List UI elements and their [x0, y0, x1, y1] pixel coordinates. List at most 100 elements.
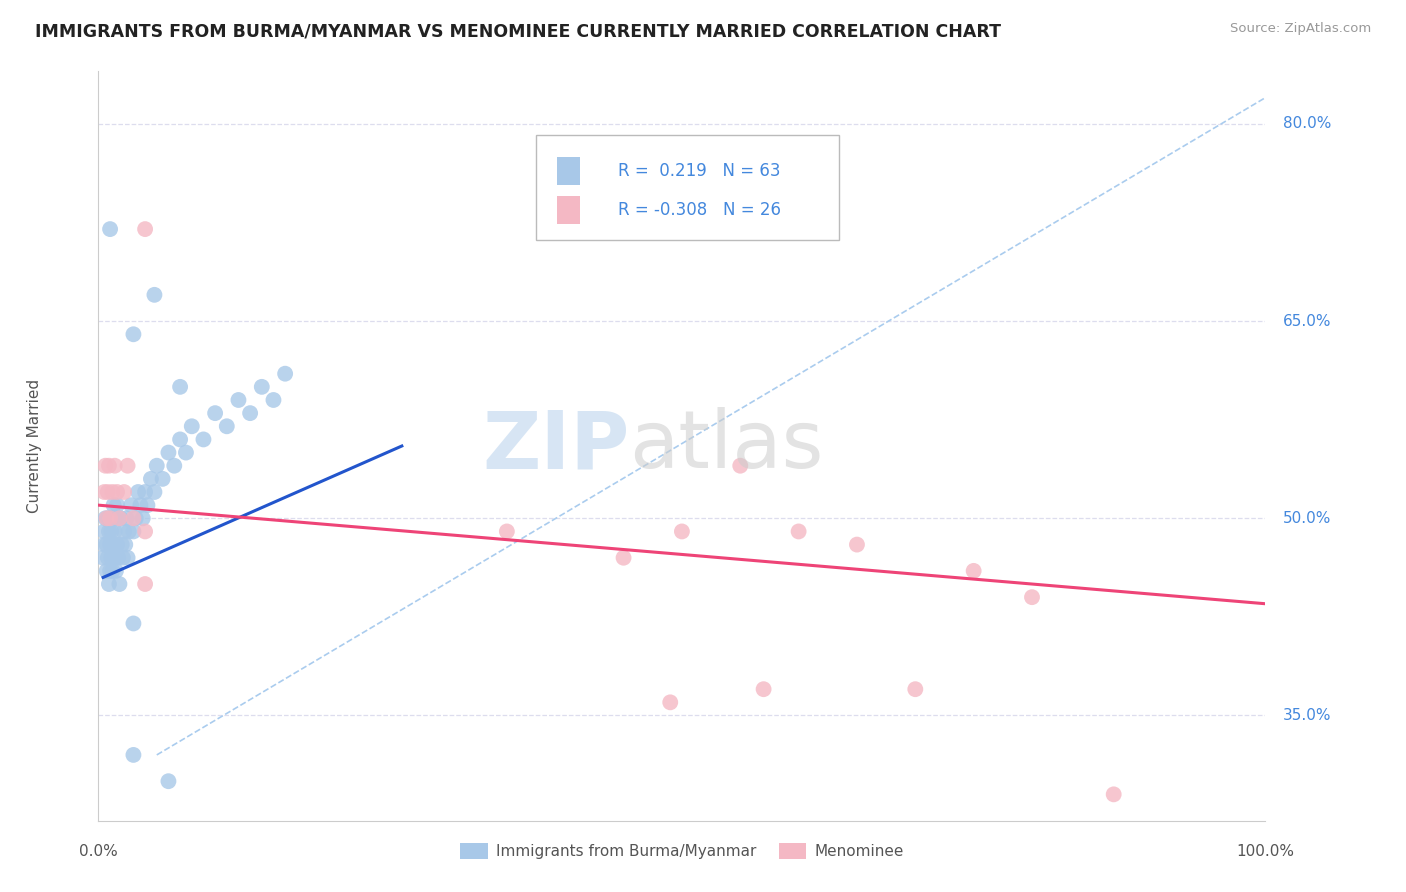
Point	[136, 498, 159, 512]
Point	[1102, 788, 1125, 802]
Point	[496, 524, 519, 539]
Point	[139, 472, 162, 486]
Text: R =  0.219   N = 63: R = 0.219 N = 63	[617, 162, 780, 180]
Point	[98, 222, 121, 236]
Point	[98, 511, 121, 525]
Point	[143, 288, 166, 302]
Point	[671, 524, 693, 539]
Point	[104, 524, 127, 539]
Point	[274, 367, 297, 381]
Point	[91, 550, 114, 565]
Point	[659, 695, 682, 709]
Point	[169, 433, 191, 447]
Point	[101, 511, 124, 525]
Point	[93, 538, 115, 552]
Point	[193, 433, 215, 447]
Point	[122, 747, 145, 762]
Point	[108, 577, 131, 591]
Point	[93, 485, 115, 500]
Point	[98, 538, 121, 552]
Point	[122, 511, 145, 525]
FancyBboxPatch shape	[536, 135, 839, 240]
Text: R = -0.308   N = 26: R = -0.308 N = 26	[617, 201, 780, 219]
Point	[157, 774, 180, 789]
Point	[239, 406, 262, 420]
Point	[132, 511, 155, 525]
Point	[180, 419, 202, 434]
Point	[117, 550, 139, 565]
Point	[104, 550, 127, 565]
Point	[105, 538, 128, 552]
Point	[103, 538, 125, 552]
Point	[134, 524, 156, 539]
Point	[115, 511, 138, 525]
Point	[904, 682, 927, 697]
Point	[163, 458, 186, 473]
Point	[98, 511, 121, 525]
Point	[122, 616, 145, 631]
Point	[846, 538, 869, 552]
Point	[122, 327, 145, 342]
Point	[105, 485, 128, 500]
Point	[104, 564, 127, 578]
Point	[110, 511, 132, 525]
Point	[127, 485, 149, 500]
Point	[730, 458, 752, 473]
Point	[107, 550, 129, 565]
Point	[94, 458, 117, 473]
Text: 65.0%: 65.0%	[1282, 314, 1331, 328]
Point	[262, 392, 284, 407]
Point	[105, 498, 128, 512]
Point	[104, 511, 127, 525]
Text: 50.0%: 50.0%	[1282, 511, 1331, 525]
Point	[204, 406, 226, 420]
Point	[752, 682, 775, 697]
Point	[152, 472, 174, 486]
Legend: Immigrants from Burma/Myanmar, Menominee: Immigrants from Burma/Myanmar, Menominee	[454, 838, 910, 865]
Point	[97, 577, 120, 591]
Point	[134, 485, 156, 500]
Point	[111, 550, 134, 565]
Point	[169, 380, 191, 394]
Text: Currently Married: Currently Married	[27, 379, 42, 513]
Point	[101, 564, 124, 578]
Point	[108, 511, 131, 525]
Point	[103, 498, 125, 512]
Point	[96, 511, 118, 525]
Point	[98, 564, 121, 578]
Point	[120, 498, 142, 512]
Point	[174, 445, 197, 459]
Text: 35.0%: 35.0%	[1282, 708, 1331, 723]
Text: IMMIGRANTS FROM BURMA/MYANMAR VS MENOMINEE CURRENTLY MARRIED CORRELATION CHART: IMMIGRANTS FROM BURMA/MYANMAR VS MENOMIN…	[35, 22, 1001, 40]
Point	[143, 485, 166, 500]
Point	[129, 498, 152, 512]
Point	[215, 419, 238, 434]
Point	[101, 485, 124, 500]
Point	[250, 380, 273, 394]
Text: Source: ZipAtlas.com: Source: ZipAtlas.com	[1230, 22, 1371, 36]
Point	[97, 550, 120, 565]
Point	[1021, 590, 1043, 604]
Point	[100, 550, 122, 565]
Point	[962, 564, 984, 578]
Point	[112, 524, 135, 539]
Point	[96, 564, 118, 578]
Point	[134, 577, 156, 591]
Point	[787, 524, 810, 539]
Point	[117, 458, 139, 473]
Text: 100.0%: 100.0%	[1236, 845, 1295, 859]
Point	[97, 485, 120, 500]
Point	[125, 511, 148, 525]
Point	[97, 511, 120, 525]
Point	[157, 445, 180, 459]
Text: 80.0%: 80.0%	[1282, 117, 1331, 131]
Point	[112, 485, 135, 500]
Text: ZIP: ZIP	[482, 407, 630, 485]
Point	[122, 524, 145, 539]
Point	[96, 538, 118, 552]
Point	[97, 524, 120, 539]
Point	[146, 458, 169, 473]
Text: 0.0%: 0.0%	[79, 845, 118, 859]
Point	[97, 458, 120, 473]
Point	[100, 524, 122, 539]
